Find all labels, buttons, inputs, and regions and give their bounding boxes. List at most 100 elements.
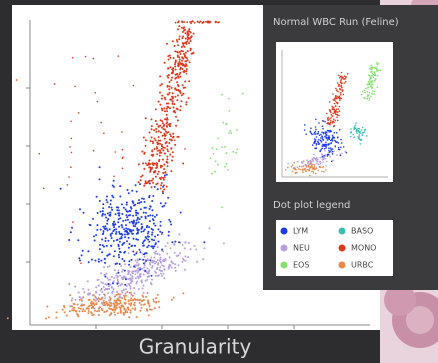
dot: [315, 128, 317, 131]
dot: [331, 105, 334, 108]
dot: [208, 227, 211, 230]
dot: [147, 259, 150, 262]
x-axis-label: Granularity: [139, 335, 252, 359]
dot: [148, 180, 151, 183]
dot: [371, 72, 374, 75]
dot: [109, 199, 112, 202]
dot: [164, 202, 167, 205]
dot: [326, 153, 329, 156]
dot: [93, 307, 96, 310]
dot: [342, 146, 345, 148]
dot: [86, 280, 89, 283]
dot: [372, 76, 375, 78]
dot: [360, 129, 363, 131]
dot: [355, 122, 357, 124]
dot: [154, 252, 157, 255]
dot: [93, 235, 95, 238]
dot: [115, 228, 118, 231]
dot: [152, 171, 155, 174]
dot: [129, 299, 132, 302]
dot: [148, 226, 151, 229]
dot: [149, 308, 152, 311]
dot: [105, 301, 107, 303]
dot: [104, 213, 107, 216]
dot: [97, 260, 100, 263]
dot: [126, 311, 129, 314]
dot: [227, 169, 229, 171]
dot: [158, 154, 161, 157]
dot: [142, 284, 145, 287]
dot: [355, 128, 358, 131]
dot: [357, 135, 359, 138]
dot: [342, 93, 345, 96]
dot: [305, 164, 308, 166]
dot: [305, 166, 308, 168]
dot: [338, 110, 341, 112]
dot: [132, 84, 135, 87]
dot: [368, 82, 371, 84]
dot: [362, 132, 365, 134]
dot: [221, 146, 223, 149]
dot: [154, 242, 157, 245]
dot: [131, 294, 134, 297]
dot: [170, 139, 173, 142]
dot: [167, 102, 170, 105]
dot: [225, 123, 228, 125]
dot: [369, 77, 372, 79]
dot: [305, 133, 308, 135]
dot: [134, 307, 137, 310]
dot: [181, 31, 184, 33]
dot: [149, 282, 152, 284]
dot: [87, 250, 90, 253]
dot: [107, 218, 110, 220]
dot: [166, 131, 168, 134]
dot: [141, 287, 144, 290]
dot: [337, 108, 340, 110]
dot: [328, 101, 331, 103]
dot: [164, 110, 166, 113]
dot: [103, 227, 106, 230]
dot: [352, 133, 355, 136]
dot: [164, 152, 166, 155]
dot: [170, 135, 172, 138]
dot: [174, 61, 177, 64]
dot: [174, 111, 177, 114]
dot: [91, 303, 94, 305]
dot: [321, 155, 324, 158]
dot: [186, 38, 189, 41]
dot: [189, 47, 192, 50]
dot: [122, 276, 125, 279]
dot: [117, 285, 120, 288]
dot: [125, 230, 128, 233]
dot: [159, 84, 162, 87]
dot: [142, 197, 145, 200]
dot: [161, 126, 163, 129]
dot: [153, 137, 156, 140]
dot: [82, 211, 85, 214]
dot: [157, 136, 160, 139]
dot: [94, 299, 97, 302]
dot: [104, 237, 107, 240]
dot: [127, 232, 130, 235]
dot: [323, 157, 326, 159]
dot: [166, 84, 169, 87]
dot: [79, 208, 81, 211]
dot: [170, 98, 173, 101]
dot: [117, 221, 120, 224]
dot: [139, 208, 142, 211]
dot: [105, 310, 108, 313]
dot: [136, 212, 139, 214]
dot: [114, 263, 117, 265]
dot: [163, 107, 166, 110]
dot: [364, 91, 366, 94]
dot: [179, 75, 182, 78]
dot: [148, 305, 151, 308]
dot: [151, 231, 154, 234]
dot: [160, 83, 163, 86]
dot: [165, 102, 168, 105]
dot: [70, 299, 73, 302]
dot: [178, 35, 181, 38]
dot: [337, 142, 340, 144]
dot: [172, 106, 175, 109]
dot: [326, 139, 329, 141]
